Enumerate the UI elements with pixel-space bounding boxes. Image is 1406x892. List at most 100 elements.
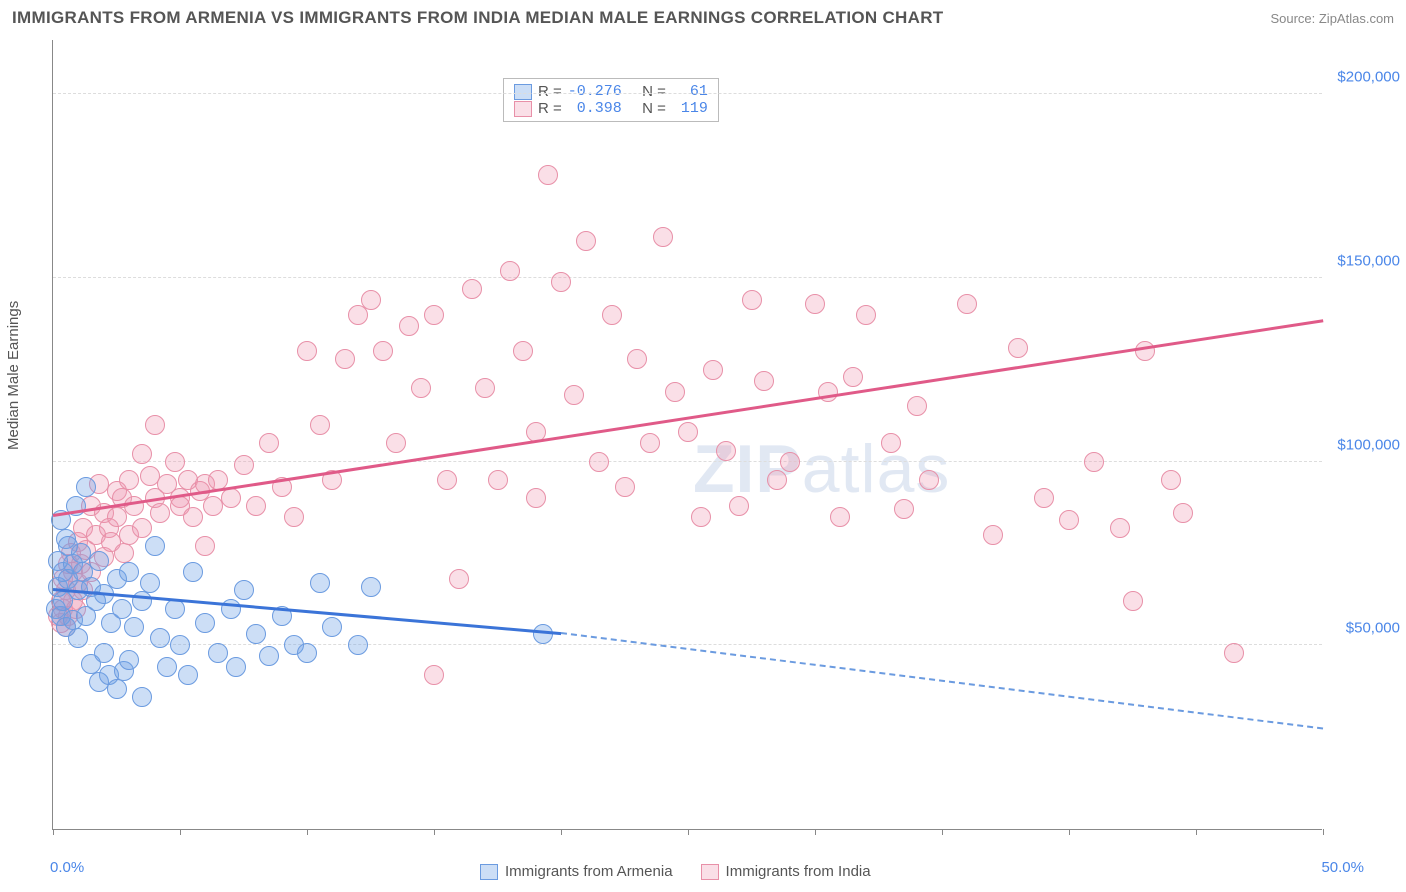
- point-india: [373, 341, 393, 361]
- point-india: [564, 385, 584, 405]
- point-armenia: [124, 617, 144, 637]
- point-india: [132, 518, 152, 538]
- x-tick: [434, 829, 435, 835]
- point-india: [107, 507, 127, 527]
- correlation-legend: R = -0.276 N = 61 R = 0.398 N = 119: [503, 78, 719, 122]
- x-tick: [561, 829, 562, 835]
- point-armenia: [150, 628, 170, 648]
- gridline: [53, 93, 1322, 94]
- point-india: [729, 496, 749, 516]
- trend-line-extrapolated: [561, 632, 1323, 730]
- trend-line: [53, 319, 1323, 516]
- point-india: [475, 378, 495, 398]
- point-india: [449, 569, 469, 589]
- point-india: [551, 272, 571, 292]
- point-india: [856, 305, 876, 325]
- point-india: [830, 507, 850, 527]
- point-india: [361, 290, 381, 310]
- point-india: [488, 470, 508, 490]
- point-armenia: [76, 477, 96, 497]
- point-india: [145, 415, 165, 435]
- legend-label-armenia: Immigrants from Armenia: [505, 863, 673, 880]
- point-india: [1161, 470, 1181, 490]
- point-india: [894, 499, 914, 519]
- point-india: [1110, 518, 1130, 538]
- point-india: [124, 496, 144, 516]
- point-armenia: [208, 643, 228, 663]
- point-india: [602, 305, 622, 325]
- point-india: [983, 525, 1003, 545]
- point-armenia: [94, 643, 114, 663]
- point-india: [703, 360, 723, 380]
- point-armenia: [89, 551, 109, 571]
- point-armenia: [310, 573, 330, 593]
- swatch-india: [701, 864, 719, 880]
- x-tick: [815, 829, 816, 835]
- legend-item-india: Immigrants from India: [701, 863, 871, 880]
- point-india: [589, 452, 609, 472]
- point-india: [399, 316, 419, 336]
- point-armenia: [119, 650, 139, 670]
- y-axis-label: Median Male Earnings: [5, 301, 22, 450]
- y-tick-label: $150,000: [1328, 252, 1400, 269]
- y-tick-label: $100,000: [1328, 436, 1400, 453]
- legend-row-armenia: R = -0.276 N = 61: [514, 83, 708, 100]
- point-armenia: [195, 613, 215, 633]
- point-india: [284, 507, 304, 527]
- gridline: [53, 277, 1322, 278]
- swatch-india: [514, 101, 532, 117]
- point-india: [1224, 643, 1244, 663]
- x-tick: [1069, 829, 1070, 835]
- point-india: [310, 415, 330, 435]
- point-india: [335, 349, 355, 369]
- x-axis-start-label: 0.0%: [50, 859, 84, 876]
- point-india: [640, 433, 660, 453]
- point-armenia: [178, 665, 198, 685]
- y-tick-label: $50,000: [1328, 620, 1400, 637]
- gridline: [53, 644, 1322, 645]
- x-tick: [688, 829, 689, 835]
- point-armenia: [68, 628, 88, 648]
- point-armenia: [246, 624, 266, 644]
- point-armenia: [170, 635, 190, 655]
- series-legend: Immigrants from Armenia Immigrants from …: [480, 863, 871, 880]
- point-india: [526, 488, 546, 508]
- legend-label-india: Immigrants from India: [726, 863, 871, 880]
- x-tick: [53, 829, 54, 835]
- legend-row-india: R = 0.398 N = 119: [514, 100, 708, 117]
- chart-plot-area: R = -0.276 N = 61 R = 0.398 N = 119 ZIPa…: [52, 40, 1322, 830]
- point-india: [1123, 591, 1143, 611]
- source-label: Source: ZipAtlas.com: [1270, 11, 1394, 26]
- point-india: [437, 470, 457, 490]
- point-india: [195, 536, 215, 556]
- point-india: [627, 349, 647, 369]
- point-india: [513, 341, 533, 361]
- point-india: [462, 279, 482, 299]
- point-india: [246, 496, 266, 516]
- point-armenia: [533, 624, 553, 644]
- point-armenia: [119, 562, 139, 582]
- point-india: [411, 378, 431, 398]
- y-tick-label: $200,000: [1328, 69, 1400, 86]
- swatch-armenia: [514, 84, 532, 100]
- point-india: [615, 477, 635, 497]
- point-armenia: [132, 687, 152, 707]
- chart-title: IMMIGRANTS FROM ARMENIA VS IMMIGRANTS FR…: [12, 8, 943, 28]
- point-india: [119, 470, 139, 490]
- point-india: [259, 433, 279, 453]
- point-india: [1008, 338, 1028, 358]
- point-india: [653, 227, 673, 247]
- x-axis-end-label: 50.0%: [1321, 859, 1364, 876]
- point-india: [183, 507, 203, 527]
- r-value-armenia: -0.276: [568, 83, 622, 100]
- point-india: [881, 433, 901, 453]
- x-tick: [1323, 829, 1324, 835]
- point-india: [114, 543, 134, 563]
- r-label: R =: [538, 83, 562, 100]
- point-armenia: [226, 657, 246, 677]
- point-india: [221, 488, 241, 508]
- point-india: [150, 503, 170, 523]
- x-tick: [1196, 829, 1197, 835]
- point-india: [386, 433, 406, 453]
- point-india: [780, 452, 800, 472]
